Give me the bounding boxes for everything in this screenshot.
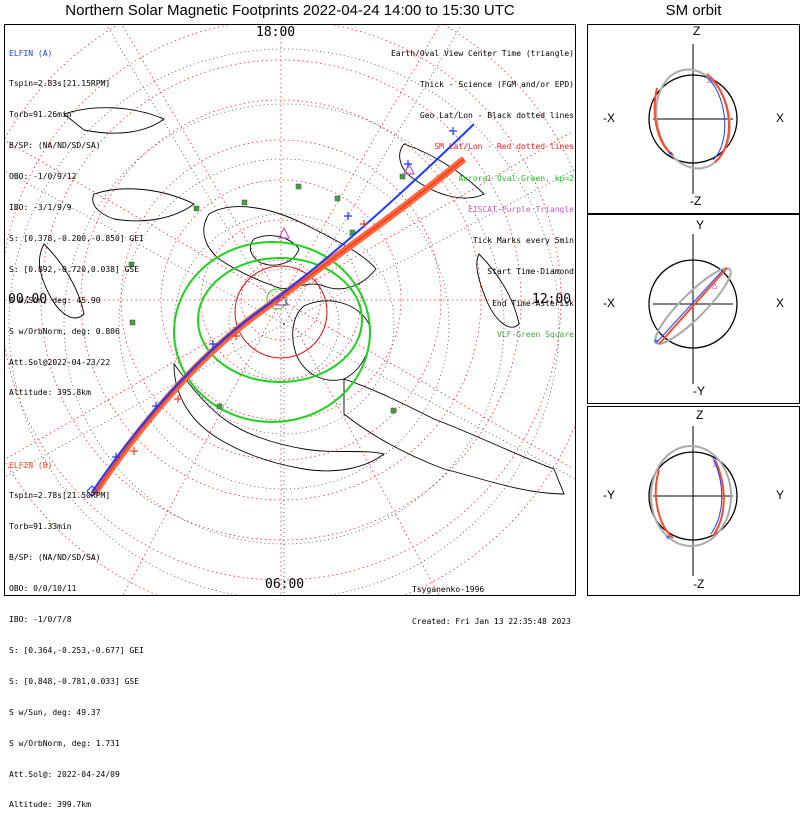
clock-label-right: 12:00 [532,292,572,307]
elfin-a-line: S: [0.378,-0.200,-0.850] GEI [9,233,144,243]
panel2-top-label: Y [696,218,705,232]
elfin-b-line: Att.Sol@: 2022-04-24/09 [9,769,120,779]
panel3-right-label: Y [776,488,785,502]
elfin-b-ticks [130,220,368,455]
svg-text:*: * [653,338,659,349]
elfin-a-name: ELFIN (A) [9,48,53,58]
panel3-top-label: Z [696,408,704,422]
orbit-plot-xy: △ * [648,234,738,384]
page-title: Northern Solar Magnetic Footprints 2022-… [65,2,515,19]
credit: Tsyganenko-1996 Created: Fri Jan 13 22:3… [412,564,571,638]
legend-item: Geo Lat/Lon - Black dotted lines [419,111,574,121]
panel2-bottom-label: -Y [693,384,705,398]
legend-item: Auroral Oval-Green, kp=2 [458,173,574,183]
panel3-left-label: -Y [603,488,615,502]
elfin-b-line: Altitude: 399.7km [9,800,91,810]
credit-created: Created: Fri Jan 13 22:35:48 2023 [412,616,571,626]
elfin-b-line: S w/OrbNorm, deg: 1.731 [9,738,120,748]
orbit-title: SM orbit [665,2,722,19]
coastlines [38,107,565,495]
elfin-b-info: ELFIN (B) Tspin=2.78s[21.50RPM] Torb=91.… [9,440,144,821]
elfin-a-line: Att.Sol@2022-04-23/22 [9,357,111,367]
elfin-b-line: IBO: -1/0/7/8 [9,615,72,625]
panel3-bottom-label: -Z [693,577,705,591]
elfin-a-info: ELFIN (A) Tspin=2.83s[21.15RPM] Torb=91.… [9,28,144,409]
panel2-left-label: -X [603,296,615,310]
sm-lon-lines [5,25,575,595]
orbit-plot-yz: △ * [648,426,738,576]
svg-text:*: * [665,534,671,545]
elfin-b-line: Tspin=2.78s[21.50RPM] [9,491,111,501]
eiscat-triangle [278,162,415,239]
panel2-right-label: X [776,296,785,310]
elfin-b-line: S: [0.848,-0.781,0.033] GSE [9,676,140,686]
auroral-oval [173,241,371,423]
elfin-b-line: B/SP: (NA/ND/SD/SA) [9,553,101,563]
svg-text:*: * [667,150,673,161]
legend-item: Tick Marks every 5min [472,236,574,246]
legend-item: VLF-Green Square [496,329,574,339]
legend-item: SM Lat/Lon - Red dotted lines [434,142,574,152]
clock-label-bottom: 06:00 [265,577,305,592]
legend-item: EISCAT-Purple Triangle [468,204,574,214]
legend-item: Start Time-Diamond [487,267,574,277]
view-center-triangle [275,292,289,306]
polar-map-frame [4,24,576,596]
legend-item: Earth/Oval View Center Time (triangle) [390,48,574,58]
svg-text:△: △ [712,281,718,291]
elfin-a-line: Tspin=2.83s[21.15RPM] [9,79,111,89]
panel1-top-label: Z [693,24,701,38]
panel1-right-label: X [776,111,785,125]
elfin-b-track [93,158,465,495]
elfin-a-line: S: [0.892,-0.720,0.038] GSE [9,264,140,274]
legend-item: Thick - Science (FGM and/or EPD) [419,80,574,90]
elfin-a-line: S w/Sun, deg: 45.90 [9,295,101,305]
elfin-a-line: IBO: -3/1/9/9 [9,203,72,213]
elfin-b-line: OBO: 0/0/10/11 [9,584,77,594]
elfin-b-line: S: [0.364,-0.253,-0.677] GEI [9,645,144,655]
elfin-a-track [91,123,475,493]
elfin-a-line: Altitude: 395.8km [9,388,91,398]
legend-item: End Time-Asterisk [492,298,574,308]
elfin-b-line: Torb=91.33min [9,522,72,532]
panel1-bottom-label: -Z [690,194,702,208]
svg-text:△: △ [707,75,713,85]
svg-text:△: △ [713,459,719,469]
elfin-a-start-diamond [86,485,98,497]
clock-label-left: 00:00 [8,292,48,307]
polar-map [5,25,575,595]
sm-pole-circle [234,265,328,359]
orbit-plot-xz: △ * [648,44,738,194]
elfin-a-line: Torb=91.26min [9,110,72,120]
elfin-a-line: OBO: -1/0/9/12 [9,172,77,182]
clock-label-top: 18:00 [256,25,296,40]
panel1-left-label: -X [603,111,615,125]
elfin-a-line: S w/OrbNorm, deg: 0.806 [9,326,120,336]
legend: Earth/Oval View Center Time (triangle) T… [391,28,574,351]
elfin-a-ticks [112,127,457,461]
credit-author: Tsyganenko-1996 [412,585,485,594]
elfin-b-line: S w/Sun, deg: 49.37 [9,707,101,717]
vlf-stations [128,173,406,414]
elfin-b-name: ELFIN (B) [9,460,53,470]
elfin-a-line: B/SP: (NA/ND/SD/SA) [9,141,101,151]
